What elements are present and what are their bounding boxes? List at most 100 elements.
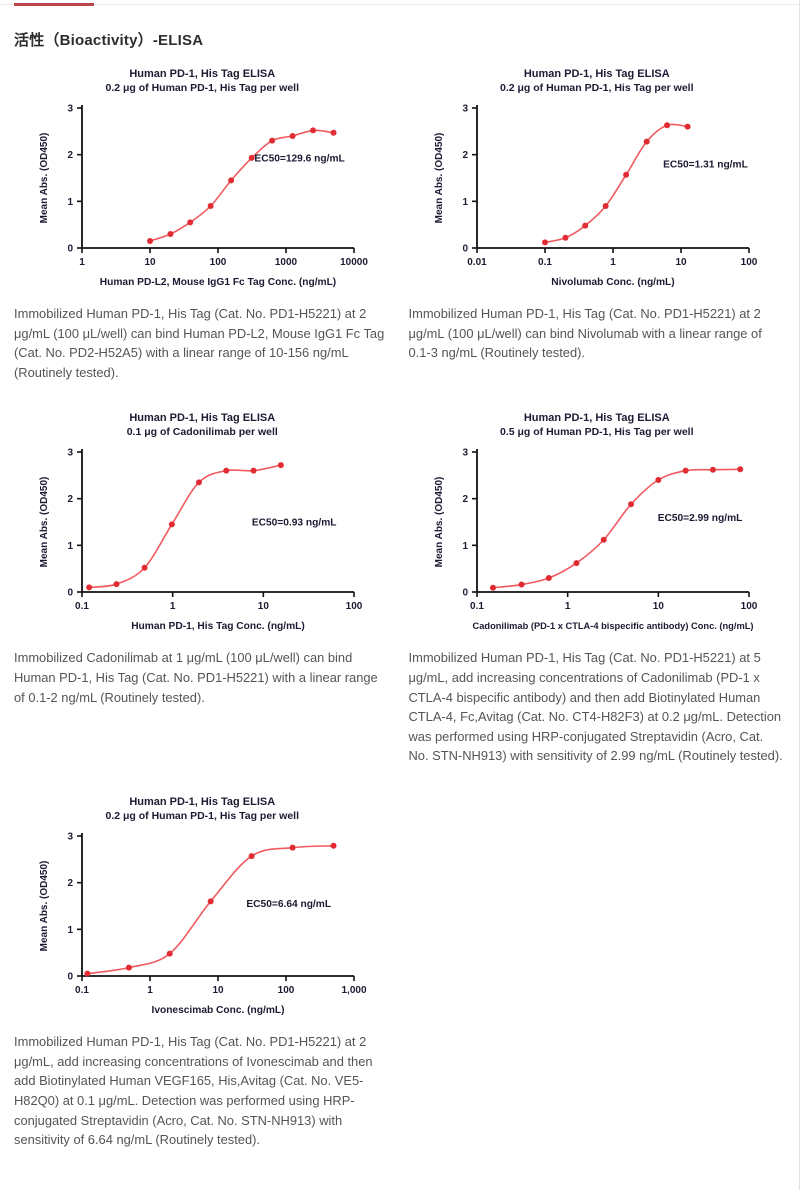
figure-caption: Immobilized Human PD-1, His Tag (Cat. No… — [408, 650, 783, 764]
y-tick-label: 0 — [462, 244, 468, 255]
data-point — [207, 898, 214, 905]
data-point — [655, 477, 662, 484]
data-point — [310, 127, 317, 134]
y-tick-label: 3 — [68, 448, 74, 459]
y-tick-label: 3 — [462, 104, 468, 115]
fit-curve — [544, 123, 688, 244]
data-point — [166, 950, 173, 957]
data-point — [167, 231, 174, 237]
figure-caption: Immobilized Cadonilimab at 1 μg/mL (100 … — [14, 650, 378, 705]
data-point — [141, 565, 148, 572]
chart-title: Human PD-1, His Tag ELISA — [129, 412, 276, 425]
data-point — [147, 238, 154, 244]
x-tick-label: 100 — [740, 601, 757, 612]
x-tick-label: 10 — [675, 257, 687, 268]
y-tick-label: 2 — [68, 495, 74, 506]
data-point — [278, 462, 285, 469]
ec50-label: EC50=0.93 ng/mL — [252, 518, 337, 529]
data-point — [622, 171, 629, 178]
data-point — [600, 537, 607, 544]
data-point — [643, 138, 650, 145]
tab-strip-divider — [0, 0, 799, 6]
chart-subtitle: 0.5 μg of Human PD-1, His Tag per well — [499, 426, 694, 439]
data-point — [187, 219, 194, 226]
x-tick-label: 0.1 — [75, 985, 89, 996]
y-tick-label: 3 — [462, 448, 468, 459]
page-title: 活性（Bioactivity）-ELISA — [14, 32, 204, 49]
data-point — [84, 970, 91, 977]
elisa-chart-figure-3: Human PD-1, His Tag ELISA 0.1 μg of Cado… — [34, 412, 370, 634]
chart-subtitle: 0.2 μg of Human PD-1, His Tag per well — [105, 810, 300, 823]
chart-canvas: 0 1 2 3 0.01 0.1 1 10 100 Mean Abs. (OD450) Nivolu… — [434, 104, 758, 289]
data-point — [289, 133, 296, 139]
y-tick-label: 2 — [462, 495, 468, 506]
y-tick-label: 2 — [462, 150, 468, 161]
chart-cell-1: Human PD-1, His Tag ELISA 0.2 μg of Huma… — [14, 68, 391, 382]
data-point — [207, 203, 214, 209]
data-point — [86, 584, 93, 591]
fit-curve — [492, 468, 740, 590]
y-tick-label: 1 — [68, 541, 74, 552]
data-point — [113, 581, 120, 588]
y-tick-label: 0 — [68, 588, 74, 599]
chart-title: Human PD-1, His Tag ELISA — [523, 68, 670, 80]
x-tick-label: 1000 — [275, 257, 298, 268]
x-tick-label: 1 — [79, 257, 85, 268]
data-point — [573, 560, 580, 567]
x-tick-label: 100 — [346, 601, 363, 612]
data-point — [545, 575, 552, 582]
data-point — [228, 177, 235, 184]
y-tick-label: 1 — [68, 197, 74, 208]
x-tick-label: 1 — [147, 985, 153, 996]
chart-canvas: 0 1 2 3 0.1 1 10 100 Mean Abs. (OD450) Cadonilima… — [434, 448, 758, 632]
data-point — [269, 137, 276, 144]
elisa-chart-figure-2: Human PD-1, His Tag ELISA 0.2 μg of Huma… — [429, 68, 765, 290]
y-axis-label: Mean Abs. (OD450) — [39, 477, 50, 568]
data-point — [602, 203, 609, 209]
x-axis-label: Cadonilimab (PD-1 x CTLA-4 bispecific an… — [472, 621, 753, 631]
chart-title: Human PD-1, His Tag ELISA — [523, 412, 670, 425]
data-point — [289, 844, 296, 851]
chart-subtitle: 0.2 μg of Human PD-1, His Tag per well — [105, 82, 300, 94]
x-tick-label: 100 — [210, 257, 227, 268]
x-tick-label: 0.1 — [75, 601, 89, 612]
x-tick-label: 10 — [258, 601, 270, 612]
y-axis-label: Mean Abs. (OD450) — [434, 133, 445, 224]
data-point — [126, 964, 133, 971]
x-tick-label: 10 — [213, 985, 225, 996]
x-axis-label: Ivonescimab Conc. (ng/mL) — [152, 1005, 285, 1016]
y-tick-label: 0 — [68, 244, 74, 255]
data-point — [682, 468, 689, 475]
data-point — [562, 234, 569, 241]
chart-title: Human PD-1, His Tag ELISA — [129, 796, 276, 809]
y-tick-label: 2 — [68, 150, 74, 161]
ec50-label: EC50=129.6 ng/mL — [255, 154, 345, 165]
x-tick-label: 0.01 — [467, 257, 487, 268]
y-tick-label: 1 — [462, 197, 468, 208]
data-point — [581, 222, 588, 229]
chart-canvas: 0 1 2 3 0.1 1 10 100 1,000 Mean Abs. (OD450) Ivone… — [39, 832, 367, 1017]
elisa-chart-figure-5: Human PD-1, His Tag ELISA 0.2 μg of Huma… — [34, 796, 370, 1018]
figure-caption: Immobilized Human PD-1, His Tag (Cat. No… — [14, 306, 385, 380]
figure-caption: Immobilized Human PD-1, His Tag (Cat. No… — [14, 1034, 373, 1148]
data-point — [541, 239, 548, 246]
data-point — [330, 842, 337, 849]
y-axis-label: Mean Abs. (OD450) — [434, 477, 445, 568]
data-point — [663, 122, 670, 129]
y-tick-label: 0 — [68, 972, 74, 983]
elisa-chart-figure-1: Human PD-1, His Tag ELISA 0.2 μg of Huma… — [34, 68, 370, 290]
elisa-chart-figure-4: Human PD-1, His Tag ELISA 0.5 μg of Huma… — [429, 412, 765, 634]
data-point — [627, 501, 634, 508]
charts-grid: Human PD-1, His Tag ELISA 0.2 μg of Huma… — [0, 68, 799, 1190]
x-tick-label: 100 — [278, 985, 295, 996]
ec50-label: EC50=6.64 ng/mL — [247, 899, 332, 910]
chart-cell-4: Human PD-1, His Tag ELISA 0.5 μg of Huma… — [409, 412, 786, 766]
data-point — [709, 467, 716, 474]
x-tick-label: 0.1 — [470, 601, 484, 612]
x-tick-label: 1 — [565, 601, 571, 612]
x-tick-label: 1,000 — [342, 985, 367, 996]
x-tick-label: 100 — [740, 257, 757, 268]
data-point — [736, 466, 743, 473]
active-tab-underline — [14, 3, 94, 6]
